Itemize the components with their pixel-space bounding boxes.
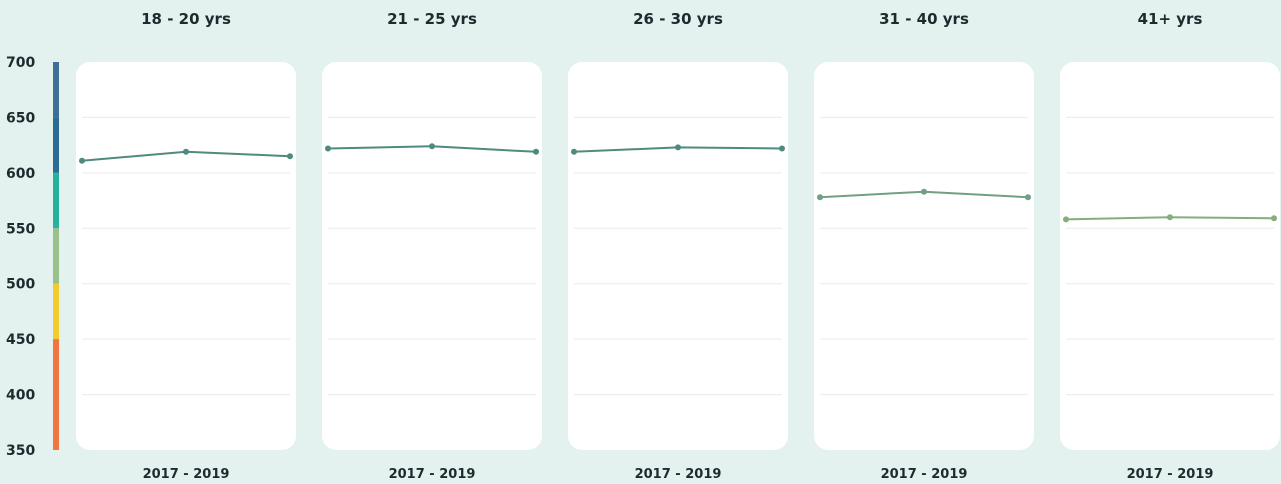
panel-title: 26 - 30 yrs [633, 10, 723, 28]
data-point [183, 148, 189, 155]
score-band-segment [53, 62, 59, 118]
panels: 18 - 20 yrs 2017 - 2019 21 - 25 yrs 2017 - … [76, 10, 1280, 482]
score-band-segment [53, 339, 59, 450]
x-axis-label: 2017 - 2019 [1127, 467, 1214, 482]
y-tick-label: 450 [6, 332, 35, 348]
y-tick-label: 700 [6, 55, 35, 71]
score-band-segment [53, 117, 59, 173]
data-point [1025, 194, 1031, 201]
score-band-segment [53, 283, 59, 340]
y-tick-label: 500 [6, 277, 35, 293]
panel-background [322, 62, 542, 450]
x-axis-label: 2017 - 2019 [389, 467, 476, 482]
data-point [429, 143, 435, 150]
panel-background [1060, 62, 1280, 450]
y-tick-label: 600 [6, 166, 35, 182]
y-tick-label: 400 [6, 388, 35, 404]
data-point [325, 145, 331, 152]
data-point [79, 157, 85, 164]
data-point [921, 188, 927, 195]
panel-background [814, 62, 1034, 450]
data-point [817, 194, 823, 201]
data-point [533, 148, 539, 155]
panel-background [568, 62, 788, 450]
panel: 18 - 20 yrs 2017 - 2019 [76, 10, 296, 482]
data-point [571, 148, 577, 155]
y-tick-label: 650 [6, 110, 35, 126]
x-axis-label: 2017 - 2019 [635, 467, 722, 482]
data-point [779, 145, 785, 152]
panel: 21 - 25 yrs 2017 - 2019 [322, 10, 542, 482]
y-tick-label: 550 [6, 221, 35, 237]
score-band-segment [53, 172, 59, 229]
y-tick-label: 350 [6, 443, 35, 459]
panel-title: 41+ yrs [1138, 10, 1203, 28]
score-color-band [53, 62, 59, 450]
x-axis-label: 2017 - 2019 [881, 467, 968, 482]
panel: 41+ yrs 2017 - 2019 [1060, 10, 1280, 482]
score-band-segment [53, 228, 59, 284]
y-axis: 700 650 600 550 500 450 400 350 [6, 55, 35, 459]
panel: 26 - 30 yrs 2017 - 2019 [568, 10, 788, 482]
x-axis-label: 2017 - 2019 [143, 467, 230, 482]
data-point [1271, 215, 1277, 222]
data-point [675, 144, 681, 151]
data-point [1063, 216, 1069, 223]
panel-background [76, 62, 296, 450]
panel-title: 31 - 40 yrs [879, 10, 969, 28]
panel-title: 21 - 25 yrs [387, 10, 477, 28]
data-point [287, 153, 293, 160]
panel: 31 - 40 yrs 2017 - 2019 [814, 10, 1034, 482]
data-point [1167, 214, 1173, 221]
panel-title: 18 - 20 yrs [141, 10, 231, 28]
